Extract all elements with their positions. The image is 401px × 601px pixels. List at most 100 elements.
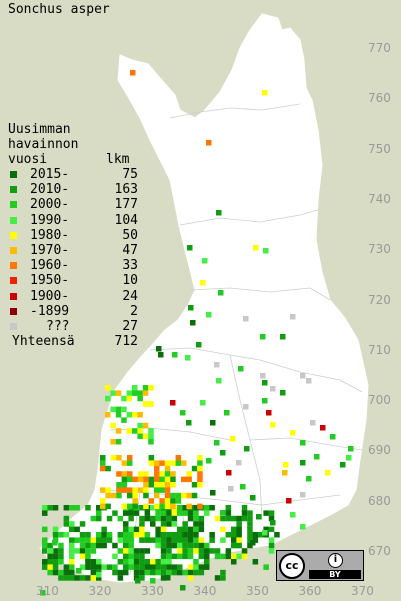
observation-square [188, 305, 194, 311]
observation-square [225, 505, 232, 511]
observation-square [117, 532, 124, 538]
observation-square [171, 521, 178, 527]
legend-heading-3: vuosi [8, 152, 48, 167]
observation-square [177, 569, 183, 576]
legend-label: 2000- [30, 197, 70, 213]
observation-square [58, 559, 64, 565]
observation-square [116, 492, 122, 499]
observation-square [69, 548, 75, 554]
observation-square [191, 465, 198, 472]
observation-square [144, 569, 151, 576]
observation-square [40, 590, 46, 596]
observation-square [159, 487, 165, 493]
observation-square [170, 460, 176, 466]
observation-square [123, 526, 129, 533]
observation-square [177, 564, 183, 570]
cc-license-badge[interactable]: cc i BY [276, 550, 364, 581]
legend-item: 1900- 24 [8, 289, 138, 304]
observation-square [177, 510, 183, 516]
observation-square [300, 460, 306, 466]
observation-square [142, 433, 149, 440]
observation-square [224, 410, 230, 416]
observation-square [139, 559, 145, 565]
observation-square [164, 492, 171, 499]
observation-square [90, 537, 97, 543]
observation-square [214, 515, 221, 522]
observation-square [197, 503, 203, 510]
observation-square [47, 559, 53, 565]
observation-square [186, 471, 192, 477]
legend-swatch [10, 292, 17, 300]
observation-square [150, 505, 156, 511]
observation-square [262, 380, 268, 386]
observation-square [187, 532, 194, 538]
observation-square [236, 553, 242, 560]
observation-square [127, 460, 133, 466]
x-axis-label: 310 [36, 584, 59, 598]
observation-square [123, 532, 129, 538]
observation-square [121, 476, 128, 483]
observation-square [101, 564, 107, 570]
observation-square [175, 460, 182, 466]
y-axis-label: 680 [368, 493, 391, 508]
observation-square [74, 548, 80, 554]
observation-square [135, 578, 141, 584]
observation-square [100, 487, 106, 493]
observation-square [187, 564, 194, 570]
observation-dots [40, 70, 354, 596]
observation-square [171, 510, 178, 516]
observation-square [236, 537, 242, 543]
observation-square [171, 569, 178, 576]
observation-square [150, 569, 156, 576]
observation-square [155, 559, 161, 565]
legend-swatch [10, 262, 17, 270]
observation-square [137, 390, 143, 396]
observation-square [121, 460, 128, 466]
observation-square [128, 564, 134, 570]
observation-square [159, 476, 165, 483]
observation-square [290, 314, 296, 320]
legend-label: -1899 [30, 303, 70, 319]
observation-square [115, 390, 122, 396]
observation-square [166, 515, 172, 522]
observation-square [206, 140, 212, 146]
observation-square [128, 532, 134, 538]
observation-square [47, 542, 53, 549]
observation-square [132, 390, 138, 396]
observation-square [175, 455, 182, 461]
observation-square [166, 537, 172, 543]
observation-square [143, 487, 149, 493]
observation-square [126, 395, 133, 402]
observation-square [170, 498, 176, 504]
legend-item: 1960- 33 [8, 258, 138, 273]
observation-square [42, 548, 48, 554]
observation-square [79, 548, 86, 554]
observation-square [150, 559, 156, 565]
observation-square [47, 505, 53, 511]
observation-square [160, 575, 167, 581]
observation-square [177, 532, 183, 538]
observation-square [137, 395, 143, 402]
observation-square [206, 312, 212, 318]
observation-square [139, 553, 145, 560]
observation-square [132, 385, 138, 391]
legend-count: 104 [114, 212, 138, 228]
observation-square [238, 366, 244, 372]
observation-square [154, 503, 160, 510]
observation-square [143, 492, 149, 499]
observation-square [186, 476, 192, 483]
observation-square [231, 515, 237, 522]
observation-square [96, 564, 102, 570]
observation-square [197, 465, 203, 472]
observation-square [42, 542, 48, 549]
observation-square [137, 422, 143, 429]
observation-square [282, 470, 288, 476]
observation-square [231, 542, 237, 549]
observation-square [144, 559, 151, 565]
observation-square [182, 521, 188, 527]
observation-square [148, 455, 155, 461]
observation-square [306, 378, 312, 384]
observation-square [220, 553, 226, 560]
observation-square [148, 428, 154, 434]
observation-square [90, 548, 97, 554]
